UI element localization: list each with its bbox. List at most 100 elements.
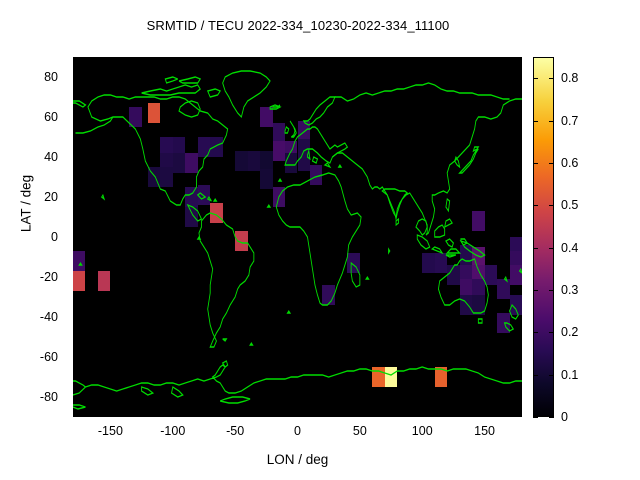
heatmap-cell (384, 367, 398, 387)
colorbar-tick-label: 0.2 (561, 325, 579, 340)
colorbar-tick-mark (549, 120, 554, 122)
heatmap-cell (434, 367, 448, 387)
heatmap-cell (97, 271, 111, 291)
heatmap-cell (434, 253, 448, 273)
colorbar-tick-mark (533, 332, 538, 334)
y-axis-tick-mark (73, 397, 78, 398)
heatmap-cell (309, 165, 323, 185)
y-axis-tick-label: -80 (39, 390, 58, 404)
heatmap-cell (497, 279, 510, 299)
heatmap-cell (147, 103, 161, 123)
heatmap-cell (272, 187, 286, 207)
colorbar-tick-mark (549, 247, 554, 249)
colorbar-tick-mark (549, 332, 554, 334)
heatmap-cell (185, 187, 198, 207)
heatmap-cell (260, 151, 273, 171)
x-axis-tick-label: -50 (226, 424, 245, 438)
page-title: SRMTID / TECU 2022-334_10230-2022-334_11… (146, 18, 450, 33)
colorbar-tick-label: 0.4 (561, 240, 579, 255)
heatmap-cell (185, 207, 198, 227)
heatmap-cell (147, 167, 161, 187)
y-axis-tick-label: 40 (44, 150, 58, 164)
colorbar-tick-mark (549, 417, 554, 418)
y-axis-tick-mark (73, 157, 78, 158)
colorbar-tick-mark (549, 374, 554, 376)
y-axis-tick-label: 60 (44, 110, 58, 124)
y-axis-tick-label: -40 (39, 310, 58, 324)
heatmap-cell (322, 285, 335, 305)
heatmap-cell (497, 313, 510, 333)
x-axis-tick-mark (422, 412, 424, 417)
y-axis-tick-mark (73, 197, 78, 198)
colorbar-tick-mark (549, 205, 554, 207)
x-axis-tick-mark (235, 412, 237, 417)
colorbar-tick-mark (533, 162, 538, 164)
heatmap-cell (210, 137, 223, 157)
heatmap-cell (472, 247, 485, 267)
heatmap-cell (260, 107, 273, 127)
x-axis-tick-label: 50 (352, 424, 367, 438)
heatmap-cell (197, 185, 211, 205)
heatmap-cell (73, 251, 86, 271)
heatmap-cell (297, 151, 310, 171)
y-axis-tick-mark (73, 357, 78, 358)
colorbar-tick-mark (533, 417, 538, 418)
colorbar-tick-label: 0 (561, 410, 568, 424)
heatmap-cell (447, 265, 460, 285)
x-axis-tick-label: 150 (474, 424, 496, 438)
heatmap-cell (210, 203, 223, 223)
heatmap-cell (509, 265, 522, 285)
heatmap-cell (185, 153, 198, 173)
x-axis-tick-label: 100 (411, 424, 433, 438)
x-axis-label: LON / deg (266, 452, 329, 467)
heatmap-cell (484, 265, 498, 285)
y-axis-tick-label: 80 (44, 70, 58, 84)
colorbar-tick-label: 0.3 (561, 282, 579, 297)
colorbar-tick-label: 0.5 (561, 198, 579, 213)
heatmap-cell (235, 231, 248, 251)
colorbar-tick-label: 0.1 (561, 367, 579, 382)
x-axis-tick-mark (110, 57, 112, 62)
y-axis-tick-label: 0 (51, 230, 58, 244)
heatmap-cell (297, 121, 310, 141)
y-axis-tick-mark (517, 77, 522, 78)
colorbar-tick-mark (549, 289, 554, 291)
heatmap-cell (347, 253, 360, 273)
x-axis-tick-mark (422, 57, 424, 62)
x-axis-tick-mark (110, 412, 112, 417)
heatmap-cell (509, 295, 522, 315)
heatmap-cell (272, 123, 286, 143)
y-axis-tick-mark (517, 397, 522, 398)
colorbar-tick-mark (533, 289, 538, 291)
x-axis-tick-mark (359, 57, 361, 62)
heatmap-cell (472, 295, 485, 315)
x-axis-tick-label: -100 (160, 424, 186, 438)
colorbar-gradient (533, 57, 554, 417)
x-axis-tick-mark (484, 412, 486, 417)
colorbar-tick-label: 0.7 (561, 113, 579, 128)
colorbar-tick-mark (549, 78, 554, 80)
colorbar-tick-mark (533, 205, 538, 207)
heatmap-cell (247, 151, 261, 171)
data-cell-layer (73, 57, 522, 417)
heatmap-cell (459, 245, 473, 265)
colorbar-tick-label: 0.8 (561, 71, 579, 86)
heatmap-cell (172, 153, 186, 173)
heatmap-cell (272, 141, 286, 161)
y-axis-tick-mark (73, 77, 78, 78)
heatmap-cell (129, 107, 142, 127)
x-axis-tick-mark (484, 57, 486, 62)
colorbar-tick-label: 0.6 (561, 155, 579, 170)
x-axis-tick-mark (235, 57, 237, 62)
colorbar-tick-mark (533, 78, 538, 80)
heatmap-cell (197, 137, 211, 157)
heatmap-cell (260, 169, 273, 189)
heatmap-cell (422, 253, 435, 273)
x-axis-tick-mark (172, 57, 174, 62)
x-axis-tick-label: 0 (294, 424, 301, 438)
y-axis-tick-mark (73, 237, 78, 238)
colorbar-tick-mark (533, 120, 538, 122)
y-axis-tick-mark (517, 357, 522, 358)
heatmap-cell (73, 271, 86, 291)
heatmap-cell (459, 295, 473, 315)
